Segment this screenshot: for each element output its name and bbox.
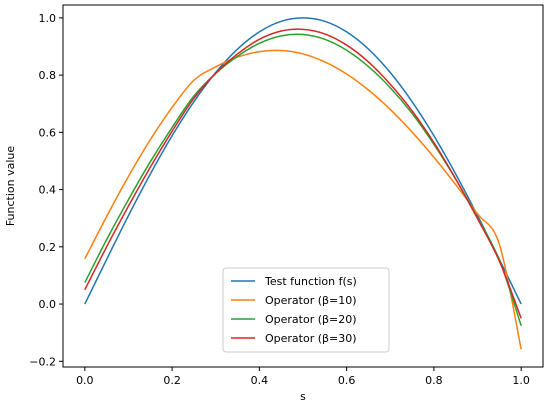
y-tick-label: −0.2: [29, 355, 56, 368]
legend-entry-4: Operator (β=30): [265, 332, 357, 345]
x-axis: 0.0 0.2 0.4 0.6 0.8 1.0: [76, 367, 530, 387]
x-axis-label: s: [300, 390, 306, 403]
series-line-1: [84, 17, 522, 305]
legend-entry-2: Operator (β=10): [265, 294, 357, 307]
y-tick-label: 0.8: [39, 69, 57, 82]
y-tick-label: 0.2: [39, 241, 57, 254]
x-tick-label: 0.4: [251, 374, 269, 387]
plot-frame: [62, 4, 544, 368]
series-layer: [84, 17, 522, 350]
y-axis: −0.2 0.0 0.2 0.4 0.6 0.8 1.0: [29, 12, 63, 368]
legend: Test function f(s) Operator (β=10) Operato…: [222, 267, 390, 353]
x-tick-label: 1.0: [512, 374, 530, 387]
series-line-4: [84, 28, 522, 319]
x-tick-label: 0.8: [425, 374, 443, 387]
y-axis-label: Function value: [4, 146, 17, 227]
y-tick-label: 1.0: [39, 12, 57, 25]
x-tick-label: 0.2: [163, 374, 181, 387]
x-tick-label: 0.6: [338, 374, 356, 387]
legend-box: [222, 267, 390, 353]
series-line-2: [84, 49, 522, 350]
y-tick-label: 0.4: [39, 184, 57, 197]
y-tick-label: 0.6: [39, 126, 57, 139]
x-tick-label: 0.0: [76, 374, 94, 387]
legend-entry-3: Operator (β=20): [265, 313, 357, 326]
y-tick-label: 0.0: [39, 298, 57, 311]
legend-entry-1: Test function f(s): [264, 275, 357, 288]
